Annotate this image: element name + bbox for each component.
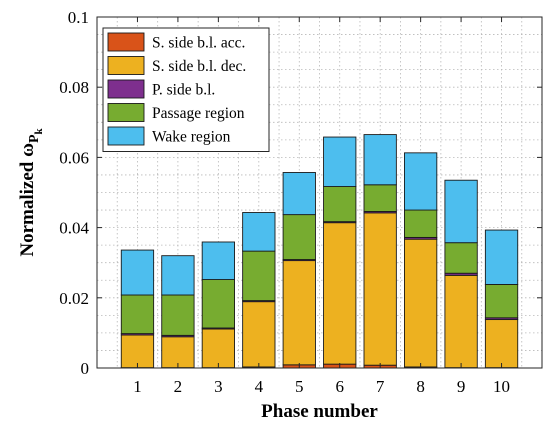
bar-stack-4 bbox=[242, 212, 276, 369]
legend-item: S. side b.l. dec. bbox=[107, 56, 246, 75]
bar-segment-s-side-b-l-dec bbox=[484, 319, 519, 369]
y-tick-label: 0.06 bbox=[59, 148, 89, 167]
x-tick-label: 7 bbox=[376, 377, 385, 396]
bar-segment-s-side-b-l-dec bbox=[404, 238, 438, 368]
legend-swatch bbox=[107, 126, 145, 146]
legend-swatch bbox=[107, 56, 145, 75]
y-axis-title: Normalized ωPk bbox=[17, 127, 45, 256]
y-axis-title-subsubscript: k bbox=[33, 127, 45, 134]
bar-segment-passage-region bbox=[242, 250, 276, 302]
bar-segment-wake-region bbox=[120, 249, 155, 296]
bar-segment-s-side-b-l-dec bbox=[120, 334, 155, 369]
legend-label: P. side b.l. bbox=[152, 82, 215, 99]
bar-segment-passage-region bbox=[484, 284, 519, 319]
svg-text:Normalized ωPk: Normalized ωPk bbox=[17, 127, 45, 256]
x-tick-label: 10 bbox=[493, 377, 510, 396]
y-tick-label: 0 bbox=[81, 359, 90, 378]
bar-segment-wake-region bbox=[323, 136, 357, 187]
bar-segment-passage-region bbox=[323, 186, 357, 223]
bar-segment-s-side-b-l-dec bbox=[323, 222, 357, 365]
bar-segment-s-side-b-l-dec bbox=[282, 260, 316, 366]
bar-segment-s-side-b-l-dec bbox=[363, 212, 397, 366]
legend-label: Wake region bbox=[152, 129, 231, 146]
bar-segment-s-side-b-l-dec bbox=[242, 301, 276, 368]
legend-label: Passage region bbox=[152, 105, 245, 122]
legend-swatch bbox=[107, 79, 145, 99]
bar-stack-5 bbox=[282, 172, 316, 369]
bar-segment-passage-region bbox=[363, 184, 397, 212]
bar-segment-passage-region bbox=[161, 294, 195, 336]
bar-segment-wake-region bbox=[444, 179, 478, 244]
bar-segment-passage-region bbox=[282, 214, 316, 260]
bar-stack-8 bbox=[404, 152, 438, 369]
bar-stack-9 bbox=[444, 179, 478, 369]
legend-swatch bbox=[107, 103, 145, 122]
legend-items: S. side b.l. acc. S. side b.l. dec. P. sid… bbox=[107, 32, 246, 146]
legend-label: S. side b.l. acc. bbox=[152, 35, 245, 52]
bar-segment-wake-region bbox=[363, 134, 397, 186]
legend-item: Passage region bbox=[107, 103, 245, 122]
x-tick-label: 3 bbox=[214, 377, 223, 396]
plot-area-frame bbox=[96, 16, 543, 369]
bar-segment-passage-region bbox=[120, 294, 155, 335]
bar-segment-wake-region bbox=[201, 241, 235, 280]
y-tick-label: 0.1 bbox=[68, 8, 89, 27]
bar-stack-7 bbox=[363, 134, 397, 369]
bar-stack-10 bbox=[484, 229, 519, 369]
y-axis-title-main: Normalized ω bbox=[17, 143, 38, 257]
x-tick-label: 6 bbox=[335, 377, 344, 396]
axis-ticks: 0 0.02 0.04 0.06 0.08 0.1 1 2 3 4 5 6 7 8 9 10 bbox=[59, 8, 542, 396]
bar-segment-wake-region bbox=[404, 152, 438, 211]
x-tick-label: 4 bbox=[255, 377, 264, 396]
bar-stack-1 bbox=[120, 249, 155, 369]
legend-item: S. side b.l. acc. bbox=[107, 32, 245, 52]
bar-segment-wake-region bbox=[242, 212, 276, 252]
bar-segment-passage-region bbox=[201, 279, 235, 329]
x-tick-label: 9 bbox=[457, 377, 466, 396]
bar-segment-wake-region bbox=[282, 172, 316, 216]
y-axis-title-subscript: P bbox=[27, 134, 42, 143]
bar-segment-s-side-b-l-dec bbox=[201, 328, 235, 369]
legend-swatch bbox=[107, 32, 145, 52]
legend: S. side b.l. acc. S. side b.l. dec. P. sid… bbox=[102, 27, 270, 152]
bar-stack-3 bbox=[201, 241, 235, 369]
bar-segment-wake-region bbox=[161, 255, 195, 296]
y-tick-label: 0.02 bbox=[59, 289, 89, 308]
legend-item: Wake region bbox=[107, 126, 231, 146]
bar-segment-passage-region bbox=[404, 209, 438, 238]
x-axis-title: Phase number bbox=[261, 401, 378, 422]
x-tick-label: 8 bbox=[416, 377, 425, 396]
x-tick-label: 5 bbox=[295, 377, 304, 396]
x-tick-label: 2 bbox=[174, 377, 183, 396]
bar-segment-wake-region bbox=[484, 229, 519, 285]
bar-segment-s-side-b-l-dec bbox=[444, 274, 478, 369]
bar-segment-passage-region bbox=[444, 242, 478, 274]
y-tick-label: 0.04 bbox=[59, 219, 89, 238]
legend-label: S. side b.l. dec. bbox=[152, 58, 246, 75]
bar-stack-6 bbox=[323, 136, 357, 369]
legend-item: P. side b.l. bbox=[107, 79, 215, 99]
bar-stack-2 bbox=[161, 255, 195, 369]
x-tick-label: 1 bbox=[133, 377, 142, 396]
y-tick-label: 0.08 bbox=[59, 78, 89, 97]
